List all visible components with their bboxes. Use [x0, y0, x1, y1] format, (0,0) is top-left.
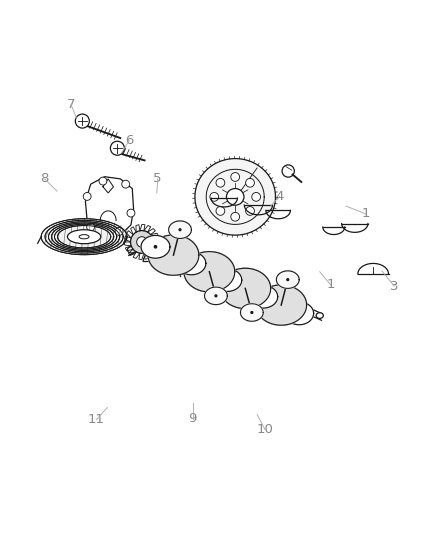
Circle shape	[179, 229, 181, 231]
Circle shape	[87, 223, 95, 231]
Polygon shape	[169, 221, 191, 238]
Polygon shape	[249, 285, 278, 308]
Circle shape	[287, 279, 289, 280]
Circle shape	[210, 192, 219, 201]
Circle shape	[75, 114, 89, 128]
Text: 3: 3	[390, 280, 399, 293]
Circle shape	[226, 279, 229, 281]
Polygon shape	[205, 287, 227, 304]
Ellipse shape	[79, 235, 89, 239]
Circle shape	[251, 312, 253, 313]
Polygon shape	[256, 285, 307, 325]
Text: 4: 4	[275, 190, 284, 203]
Circle shape	[154, 246, 157, 248]
Circle shape	[115, 228, 123, 236]
Text: 7: 7	[67, 98, 75, 111]
Circle shape	[216, 179, 225, 187]
Polygon shape	[184, 252, 235, 292]
Circle shape	[99, 177, 107, 185]
Circle shape	[179, 229, 181, 231]
Polygon shape	[205, 287, 227, 304]
Polygon shape	[220, 268, 271, 309]
Circle shape	[251, 312, 253, 313]
Ellipse shape	[226, 189, 244, 205]
Ellipse shape	[127, 247, 135, 253]
Circle shape	[298, 312, 300, 314]
Polygon shape	[256, 285, 307, 325]
Circle shape	[110, 141, 124, 155]
Polygon shape	[100, 211, 116, 221]
Text: 9: 9	[188, 413, 197, 425]
Text: 5: 5	[153, 172, 162, 185]
Polygon shape	[141, 236, 170, 258]
Text: 11: 11	[88, 413, 105, 426]
Ellipse shape	[316, 313, 323, 318]
Polygon shape	[240, 304, 263, 321]
Polygon shape	[103, 179, 113, 193]
Polygon shape	[276, 271, 299, 288]
Polygon shape	[195, 159, 276, 235]
Text: 1: 1	[126, 245, 135, 257]
Polygon shape	[220, 268, 271, 309]
Circle shape	[190, 262, 193, 264]
Polygon shape	[240, 304, 263, 321]
Text: 6: 6	[125, 134, 134, 147]
Text: 8: 8	[40, 172, 49, 185]
Polygon shape	[85, 177, 134, 237]
Text: 1: 1	[220, 270, 229, 282]
Circle shape	[137, 237, 147, 247]
Circle shape	[262, 296, 265, 298]
Text: 2: 2	[184, 269, 193, 282]
Polygon shape	[169, 221, 191, 238]
Circle shape	[127, 209, 135, 217]
Polygon shape	[148, 235, 199, 275]
Polygon shape	[213, 269, 242, 292]
Polygon shape	[148, 235, 199, 275]
Polygon shape	[285, 302, 314, 325]
Text: 1: 1	[326, 278, 335, 292]
Circle shape	[231, 212, 240, 221]
Ellipse shape	[67, 230, 101, 244]
Circle shape	[231, 173, 240, 181]
Circle shape	[215, 295, 217, 297]
Text: 10: 10	[257, 423, 273, 436]
Polygon shape	[177, 252, 206, 275]
Polygon shape	[184, 252, 235, 292]
Circle shape	[287, 279, 289, 280]
Circle shape	[122, 180, 130, 188]
Circle shape	[282, 165, 294, 177]
Circle shape	[83, 192, 91, 200]
Circle shape	[252, 192, 261, 201]
Circle shape	[246, 179, 254, 187]
Circle shape	[246, 207, 254, 215]
Polygon shape	[41, 219, 127, 255]
Text: 1: 1	[361, 207, 370, 221]
Circle shape	[216, 207, 225, 215]
Polygon shape	[276, 271, 299, 288]
Circle shape	[215, 295, 217, 297]
Polygon shape	[131, 231, 153, 253]
